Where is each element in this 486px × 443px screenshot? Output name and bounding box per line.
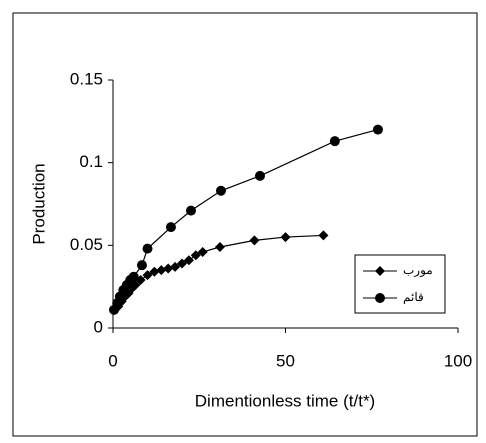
y-tick-label: 0 <box>94 317 103 336</box>
marker <box>197 246 208 257</box>
marker <box>142 270 153 281</box>
marker <box>372 124 383 135</box>
marker <box>185 205 196 216</box>
marker <box>280 232 291 243</box>
y-axis-title: Production <box>29 163 48 244</box>
y-tick-label: 0.05 <box>70 235 103 254</box>
marker <box>190 250 201 261</box>
marker <box>156 265 167 276</box>
marker <box>215 185 226 196</box>
legend-label: قائم <box>403 290 424 304</box>
marker <box>183 255 194 266</box>
y-tick-label: 0.1 <box>79 152 103 171</box>
legend-box <box>354 254 446 314</box>
marker <box>254 170 265 181</box>
marker <box>128 271 139 282</box>
marker <box>329 136 340 147</box>
marker <box>318 230 329 241</box>
legend-label: مورب <box>403 263 433 277</box>
marker <box>170 261 181 272</box>
marker <box>163 263 174 274</box>
marker <box>214 241 225 252</box>
marker <box>165 222 176 233</box>
marker <box>149 266 160 277</box>
frame <box>12 12 478 437</box>
marker <box>177 258 187 269</box>
x-tick-label: 0 <box>108 351 117 370</box>
marker <box>249 235 260 246</box>
legend-marker <box>375 293 385 303</box>
x-axis-title: Dimentionless time (t/t*) <box>195 391 375 410</box>
series-line <box>113 129 379 311</box>
marker <box>136 260 147 271</box>
y-tick-label: 0.15 <box>70 69 103 88</box>
x-tick-label: 100 <box>444 351 472 370</box>
marker <box>142 243 153 254</box>
legend-marker <box>375 266 385 276</box>
x-tick-label: 50 <box>276 351 295 370</box>
